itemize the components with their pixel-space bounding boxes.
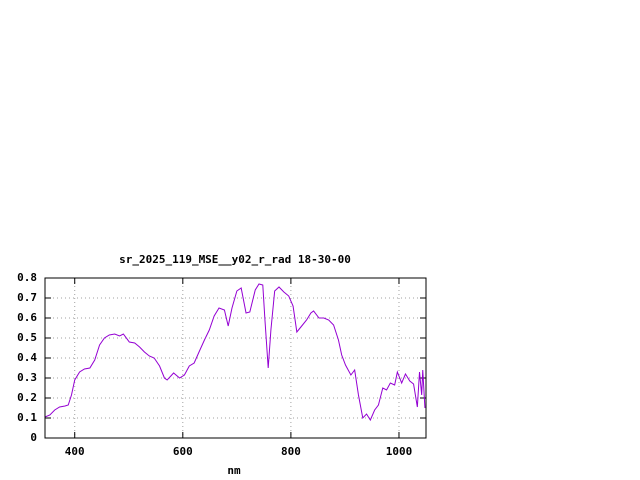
y-tick-label: 0.7 (17, 291, 37, 304)
data-line (44, 283, 426, 422)
plot-border (44, 277, 427, 439)
y-tick-label: 0.8 (17, 271, 37, 284)
y-tick-label: 0.4 (17, 351, 37, 364)
x-tick-label: 1000 (386, 445, 413, 458)
y-tick-label: 0.1 (17, 411, 37, 424)
y-tick-label: 0.5 (17, 331, 37, 344)
x-tick-label: 400 (65, 445, 85, 458)
chart-title: sr_2025_119_MSE__y02_r_rad 18-30-00 (119, 253, 351, 266)
x-axis-label: nm (227, 464, 241, 477)
y-tick-label: 0 (30, 431, 37, 444)
y-tick-label: 0.2 (17, 391, 37, 404)
x-tick-label: 800 (281, 445, 301, 458)
y-tick-label: 0.3 (17, 371, 37, 384)
x-tick-label: 600 (173, 445, 193, 458)
y-tick-label: 0.6 (17, 311, 37, 324)
